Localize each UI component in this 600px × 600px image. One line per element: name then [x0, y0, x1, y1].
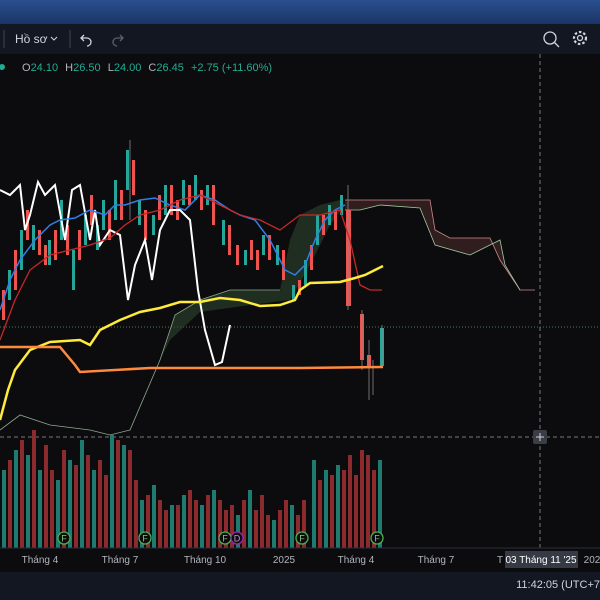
event-marker[interactable]	[57, 531, 71, 545]
settings-hub	[576, 34, 584, 42]
low-value: 24.00	[114, 62, 142, 74]
profile-caret	[50, 36, 58, 41]
open-label: O	[22, 62, 31, 74]
status-dot	[0, 64, 5, 70]
event-label: F	[374, 534, 380, 544]
settings-button[interactable]	[572, 30, 588, 46]
event-label: D	[234, 534, 241, 544]
crosshair-date: 03 Tháng 11 '25	[505, 555, 576, 566]
profile-button[interactable]: Hồ sơ	[15, 32, 48, 46]
time-label: Tháng 10	[184, 555, 227, 566]
crosshair-plus	[536, 433, 544, 441]
span-a	[345, 199, 535, 291]
orange-ma	[0, 345, 384, 374]
close-value: 26.45	[156, 62, 184, 74]
toolbar	[0, 24, 600, 54]
change-value: +2.75 (+11.60%)	[191, 62, 272, 74]
time-label: 2025	[273, 555, 296, 566]
time-label: Tháng 7	[418, 555, 455, 566]
close-label: C	[148, 62, 156, 74]
undo-button[interactable]	[80, 34, 92, 47]
event-label: F	[142, 534, 148, 544]
volume-up	[2, 435, 382, 548]
clock: 11:42:05 (UTC+7	[516, 579, 600, 591]
candle-wicks	[129, 140, 383, 400]
alert-button[interactable]	[543, 31, 557, 45]
time-label: Tháng 4	[338, 555, 375, 566]
event-marker[interactable]	[230, 531, 244, 545]
span-b	[345, 204, 521, 291]
event-label: F	[61, 534, 67, 544]
past-cloud	[160, 200, 345, 360]
time-label: Tháng 4	[22, 555, 59, 566]
redo-button[interactable]	[112, 34, 124, 47]
time-label: 202	[584, 555, 600, 566]
time-axis	[0, 548, 600, 572]
high-value: 26.50	[73, 62, 101, 74]
time-label: Tháng 7	[102, 555, 139, 566]
event-marker[interactable]	[138, 531, 152, 545]
event-label: F	[299, 534, 305, 544]
event-marker[interactable]	[295, 531, 309, 545]
status-bar	[0, 572, 600, 600]
candle-up	[8, 150, 384, 366]
open-value: 24.10	[31, 62, 59, 74]
event-marker[interactable]	[370, 531, 384, 545]
lagging-line	[0, 289, 280, 436]
time-axis-labels: Tháng 4 Tháng 7 Tháng 10 2025 Tháng 4 Tháng 7…	[22, 555, 600, 566]
crosshair-date-box	[505, 551, 578, 568]
volume-down	[8, 430, 376, 548]
alert-handle	[553, 41, 560, 48]
title-bar	[0, 0, 600, 24]
base-line	[0, 194, 382, 341]
time-label: T	[497, 555, 503, 566]
yellow-ma	[0, 264, 384, 421]
conversion-line	[0, 194, 346, 311]
white-line	[0, 179, 231, 367]
event-label: F	[222, 534, 228, 544]
high-label: H	[65, 62, 73, 74]
ohlc-legend: O24.10 H26.50 L24.00 C26.45 +2.75 (+11.6…	[22, 62, 272, 74]
low-label: L	[108, 62, 114, 74]
